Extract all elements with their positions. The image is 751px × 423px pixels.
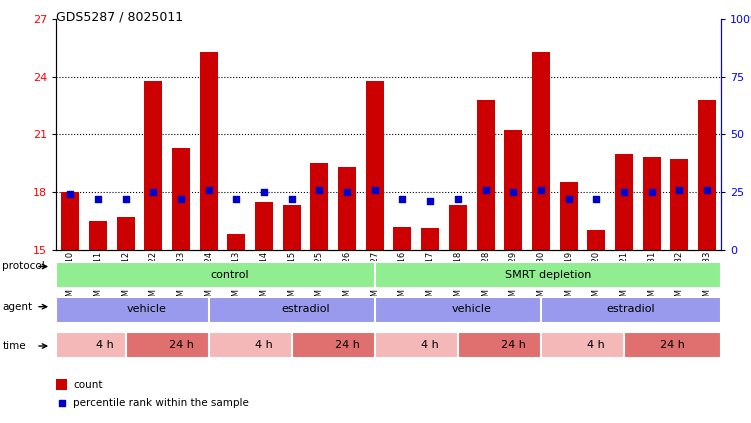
Point	[341, 189, 353, 195]
Text: GDS5287 / 8025011: GDS5287 / 8025011	[56, 11, 183, 24]
Bar	[282, 206, 300, 250]
Point	[674, 186, 686, 193]
Bar	[394, 227, 412, 250]
Text: count: count	[74, 379, 103, 390]
Point	[480, 186, 492, 193]
Bar	[421, 228, 439, 250]
Point	[147, 189, 159, 195]
Text: vehicle: vehicle	[126, 305, 166, 314]
Point	[590, 195, 602, 202]
Point	[424, 198, 436, 205]
Bar	[61, 192, 79, 250]
Point	[285, 195, 297, 202]
Text: 24 h: 24 h	[501, 340, 526, 349]
Text: vehicle: vehicle	[452, 305, 492, 314]
Bar	[587, 231, 605, 250]
Text: 4 h: 4 h	[255, 340, 273, 349]
Bar	[338, 167, 356, 250]
Text: control: control	[210, 270, 249, 280]
Bar	[56, 332, 153, 358]
Bar	[541, 297, 721, 323]
Point	[175, 195, 187, 202]
Text: protocol: protocol	[2, 261, 45, 272]
Bar	[643, 157, 661, 250]
Point	[646, 189, 658, 195]
Bar	[144, 80, 162, 250]
Bar	[200, 52, 218, 250]
Point	[562, 195, 575, 202]
Bar	[209, 297, 403, 323]
Point	[618, 189, 630, 195]
Text: estradiol: estradiol	[607, 305, 656, 314]
Bar	[310, 163, 328, 250]
Point	[119, 195, 131, 202]
Bar	[504, 130, 522, 250]
Bar	[56, 262, 403, 288]
Text: agent: agent	[2, 302, 32, 312]
Bar	[375, 262, 721, 288]
Bar	[228, 234, 246, 250]
Bar	[172, 148, 190, 250]
Point	[313, 186, 325, 193]
Bar	[291, 332, 403, 358]
Text: 24 h: 24 h	[660, 340, 685, 349]
Bar	[209, 332, 319, 358]
Bar	[375, 332, 486, 358]
Text: estradiol: estradiol	[282, 305, 330, 314]
Point	[701, 186, 713, 193]
Point	[535, 186, 547, 193]
Bar	[477, 100, 495, 250]
Bar	[615, 154, 633, 250]
Point	[258, 189, 270, 195]
Bar	[375, 297, 569, 323]
Point	[397, 195, 409, 202]
Text: 4 h: 4 h	[421, 340, 439, 349]
Bar	[698, 100, 716, 250]
Text: 24 h: 24 h	[335, 340, 360, 349]
Bar	[116, 217, 134, 250]
Bar	[458, 332, 569, 358]
Bar	[541, 332, 652, 358]
Bar	[559, 182, 578, 250]
Point	[507, 189, 519, 195]
Bar	[624, 332, 721, 358]
Bar	[366, 80, 384, 250]
Point	[203, 186, 215, 193]
Bar	[671, 159, 689, 250]
Bar	[56, 379, 67, 390]
Text: 4 h: 4 h	[96, 340, 113, 349]
Bar	[532, 52, 550, 250]
Point	[452, 195, 464, 202]
Text: SMRT depletion: SMRT depletion	[505, 270, 591, 280]
Point	[231, 195, 243, 202]
Point	[64, 191, 76, 198]
Text: time: time	[2, 341, 26, 351]
Bar	[449, 206, 467, 250]
Bar	[56, 297, 237, 323]
Bar	[89, 221, 107, 250]
Point	[56, 399, 68, 406]
Text: 4 h: 4 h	[587, 340, 605, 349]
Bar	[255, 201, 273, 250]
Point	[92, 195, 104, 202]
Text: 24 h: 24 h	[168, 340, 193, 349]
Bar	[125, 332, 237, 358]
Text: percentile rank within the sample: percentile rank within the sample	[74, 398, 249, 408]
Point	[369, 186, 381, 193]
